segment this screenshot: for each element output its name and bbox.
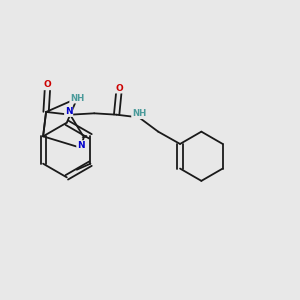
Text: NH: NH [70, 94, 84, 103]
Text: O: O [115, 84, 123, 93]
Text: N: N [77, 141, 85, 150]
Text: O: O [44, 80, 51, 89]
Text: N: N [65, 107, 73, 116]
Text: =: = [80, 133, 87, 142]
Text: NH: NH [132, 110, 146, 118]
